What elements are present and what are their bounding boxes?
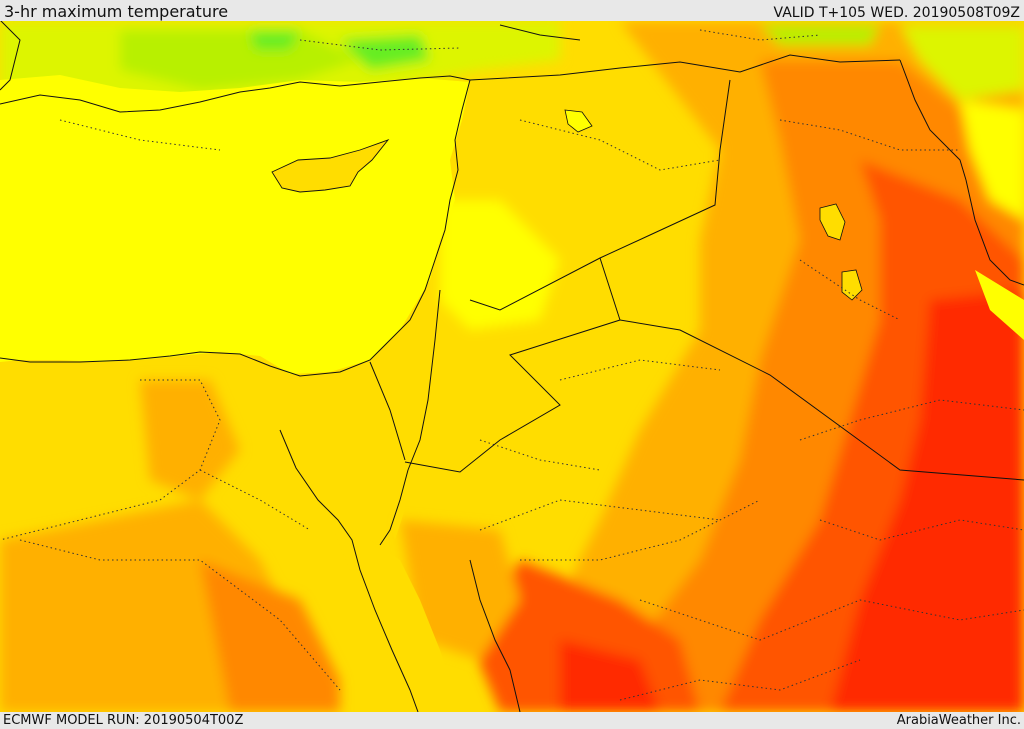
persian-gulf bbox=[975, 270, 1024, 340]
credit-label: ArabiaWeather Inc. bbox=[896, 713, 1021, 728]
map-canvas bbox=[0, 21, 1024, 712]
province-borders bbox=[0, 29, 1024, 701]
cyprus-island bbox=[271, 139, 390, 193]
map-title: 3-hr maximum temperature bbox=[4, 2, 229, 21]
header-bar: 3-hr maximum temperature VALID T+105 WED… bbox=[0, 0, 1024, 21]
country-borders bbox=[369, 54, 1024, 481]
temperature-field bbox=[0, 21, 1024, 712]
lake-assad bbox=[564, 109, 593, 133]
temperature-map[interactable] bbox=[0, 21, 1024, 712]
red-sea bbox=[330, 520, 460, 712]
valid-time-label: VALID T+105 WED. 20190508T09Z bbox=[773, 5, 1020, 21]
lake-habbaniyah bbox=[841, 269, 863, 301]
mediterranean-sea bbox=[0, 75, 470, 374]
footer-bar: ECMWF MODEL RUN: 20190504T00Z ArabiaWeat… bbox=[0, 712, 1024, 729]
lake-tharthar bbox=[819, 203, 846, 241]
model-run-label: ECMWF MODEL RUN: 20190504T00Z bbox=[3, 713, 244, 728]
coastlines bbox=[0, 21, 1024, 712]
